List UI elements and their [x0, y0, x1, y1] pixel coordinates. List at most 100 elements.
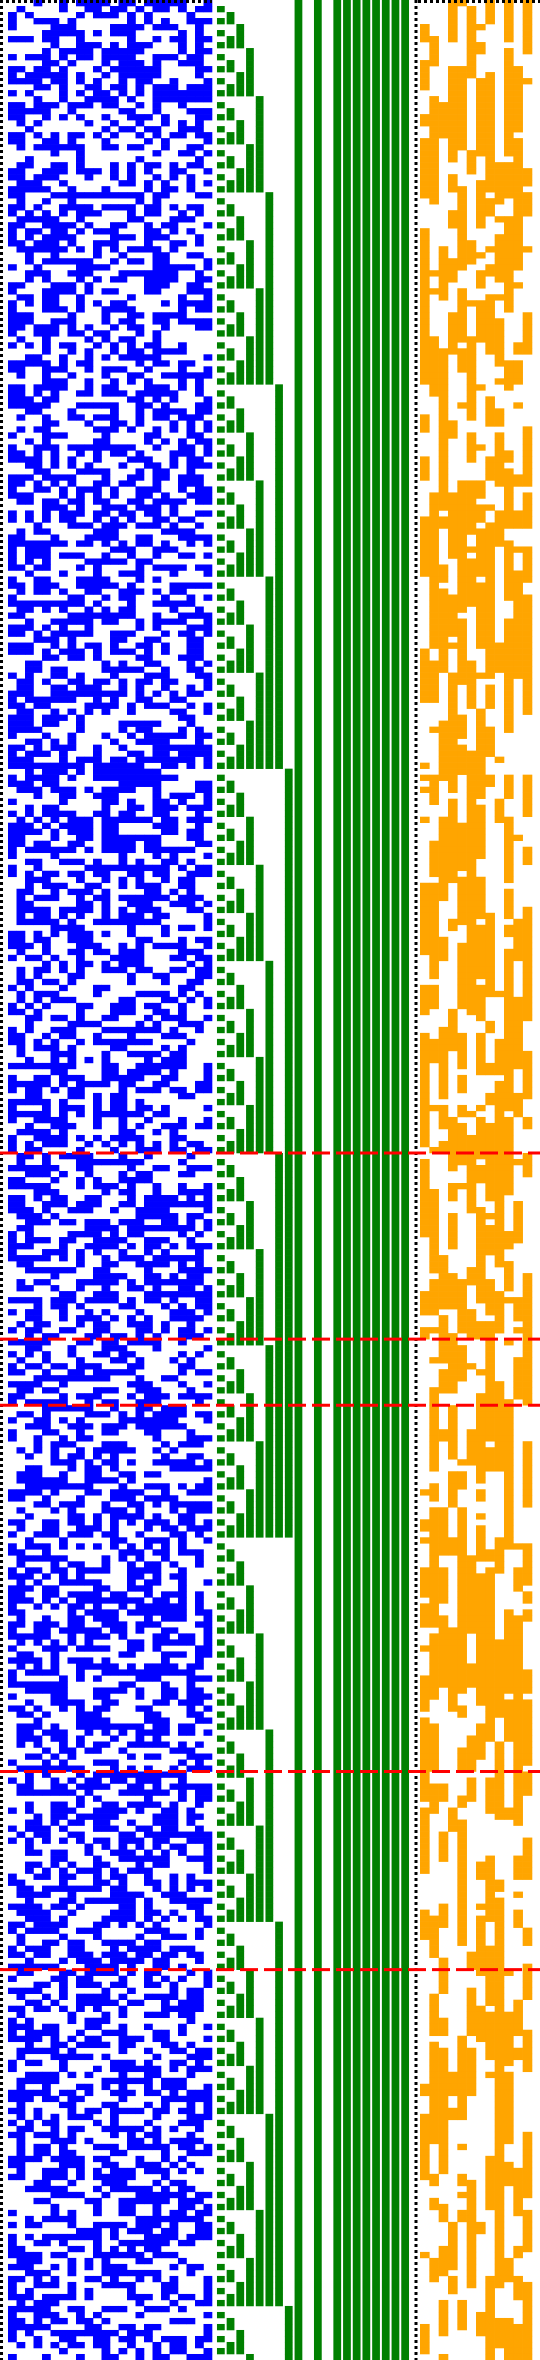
input-bit-cell	[42, 2311, 51, 2319]
input-bit-cell	[50, 1531, 60, 1538]
counter-bit-cell	[216, 978, 225, 986]
input-bit-cell	[144, 0, 153, 7]
input-bit-cell	[76, 2245, 85, 2253]
input-bit-cell	[16, 1381, 26, 1388]
input-bit-cell	[33, 324, 43, 331]
input-bit-cell	[101, 12, 111, 19]
input-bit-cell	[195, 18, 204, 25]
input-bit-cell	[42, 1831, 51, 1838]
input-bit-cell	[178, 894, 187, 902]
input-bit-cell	[50, 258, 60, 265]
input-bit-cell	[67, 2137, 77, 2145]
input-bit-cell	[8, 432, 17, 439]
counter-bit-cell	[216, 1795, 225, 1802]
input-bit-cell	[178, 1285, 187, 1292]
input-bit-cell	[169, 1074, 179, 1082]
input-bit-cell	[195, 1561, 204, 1568]
counter-bit-cell	[216, 1315, 225, 1322]
input-bit-cell	[50, 930, 60, 938]
input-bit-cell	[25, 108, 34, 115]
input-bit-cell	[50, 1056, 60, 1064]
input-bit-cell	[93, 864, 102, 872]
input-bit-cell	[195, 1933, 204, 1940]
input-bit-cell	[8, 1963, 17, 1970]
input-bit-cell	[50, 2077, 60, 2085]
input-bit-cell	[203, 1615, 213, 1622]
input-bit-cell	[42, 918, 51, 926]
input-bit-cell	[186, 1723, 196, 1730]
input-bit-cell	[93, 2227, 102, 2235]
input-bit-cell	[67, 618, 77, 625]
input-bit-cell	[101, 2077, 111, 2085]
input-bit-cell	[195, 2227, 204, 2235]
input-bit-cell	[16, 720, 26, 727]
counter-bit-cell	[216, 786, 225, 793]
input-bit-cell	[203, 1885, 213, 1892]
input-bit-cell	[186, 978, 196, 986]
input-bit-cell	[59, 1471, 68, 1478]
counter-bit-cell	[216, 654, 225, 661]
input-bit-cell	[144, 1903, 153, 1910]
input-bit-cell	[178, 1405, 187, 1412]
input-bit-cell	[110, 2161, 119, 2169]
input-bit-cell	[93, 2017, 102, 2025]
input-bit-cell	[42, 486, 51, 493]
input-bit-cell	[135, 894, 145, 902]
input-bit-cell	[93, 558, 102, 565]
input-bit-cell	[178, 552, 187, 559]
input-bit-cell	[110, 1333, 119, 1340]
input-bit-cell	[186, 1357, 196, 1364]
input-bit-cell	[110, 1447, 119, 1454]
counter-bit-cell	[216, 1243, 225, 1250]
input-bit-cell	[161, 744, 170, 751]
input-bit-cell	[50, 672, 60, 679]
input-bit-cell	[93, 1741, 102, 1748]
input-bit-cell	[195, 24, 204, 31]
input-bit-cell	[50, 696, 60, 703]
input-bit-cell	[127, 144, 136, 151]
input-bit-cell	[169, 762, 179, 769]
counter-bit-cell	[216, 2059, 225, 2067]
input-bit-cell	[101, 54, 111, 61]
input-bit-cell	[67, 786, 77, 793]
input-bit-cell	[203, 798, 213, 805]
input-bit-cell	[67, 1513, 77, 1520]
input-bit-cell	[203, 2227, 213, 2235]
input-bit-cell	[178, 846, 187, 854]
input-bit-cell	[101, 1729, 111, 1736]
input-bit-cell	[203, 138, 213, 145]
input-bit-cell	[84, 1231, 94, 1238]
input-bit-cell	[135, 1687, 145, 1694]
input-bit-cell	[16, 1477, 26, 1484]
input-bit-cell	[16, 1128, 26, 1136]
input-bit-cell	[127, 1573, 136, 1580]
input-bit-cell	[101, 1285, 111, 1292]
input-bit-cell	[8, 2029, 17, 2037]
input-bit-cell	[203, 534, 213, 541]
input-bit-cell	[169, 2089, 179, 2097]
input-bit-cell	[8, 810, 17, 817]
input-bit-cell	[135, 1423, 145, 1430]
input-bit-cell	[161, 1639, 170, 1646]
input-bit-cell	[118, 2083, 128, 2091]
input-bit-cell	[67, 2107, 77, 2115]
input-bit-cell	[169, 900, 179, 908]
input-bit-cell	[178, 2347, 187, 2355]
input-bit-cell	[84, 192, 94, 199]
input-bit-cell	[110, 1699, 119, 1706]
input-bit-cell	[50, 2071, 60, 2079]
input-bit-cell	[169, 2209, 179, 2217]
input-bit-cell	[186, 960, 196, 968]
input-bit-cell	[84, 174, 94, 181]
input-bit-cell	[152, 1213, 162, 1220]
input-bit-cell	[169, 312, 179, 319]
input-bit-cell	[203, 864, 213, 872]
input-bit-cell	[50, 768, 60, 775]
input-bit-cell	[144, 1327, 153, 1334]
input-bit-cell	[127, 1939, 136, 1946]
input-bit-cell	[186, 1501, 196, 1508]
input-bit-cell	[186, 1237, 196, 1244]
input-bit-cell	[144, 840, 153, 848]
input-bit-cell	[203, 900, 213, 908]
counter-bit-cell	[216, 1759, 225, 1766]
